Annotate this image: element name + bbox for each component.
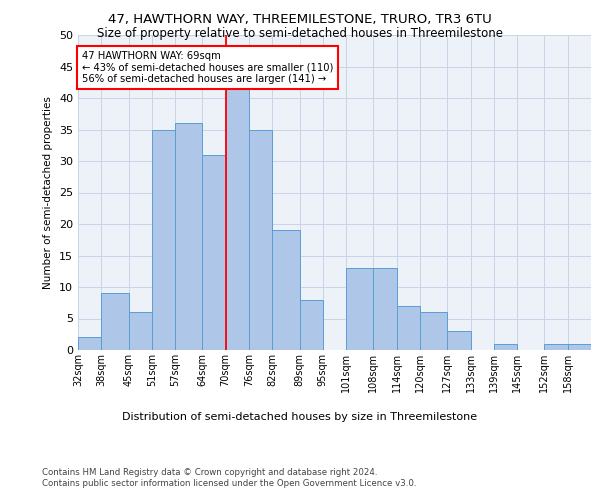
Bar bbox=[249, 130, 272, 350]
Text: Contains HM Land Registry data © Crown copyright and database right 2024.
Contai: Contains HM Land Registry data © Crown c… bbox=[42, 468, 416, 487]
Bar bbox=[101, 294, 128, 350]
Bar bbox=[373, 268, 397, 350]
Bar bbox=[175, 123, 202, 350]
Text: 47, HAWTHORN WAY, THREEMILESTONE, TRURO, TR3 6TU: 47, HAWTHORN WAY, THREEMILESTONE, TRURO,… bbox=[108, 12, 492, 26]
Bar bbox=[299, 300, 323, 350]
Bar bbox=[544, 344, 568, 350]
Bar bbox=[226, 86, 249, 350]
Text: Distribution of semi-detached houses by size in Threemilestone: Distribution of semi-detached houses by … bbox=[122, 412, 478, 422]
Bar bbox=[128, 312, 152, 350]
Bar bbox=[420, 312, 447, 350]
Bar bbox=[272, 230, 299, 350]
Bar bbox=[152, 130, 175, 350]
Bar bbox=[568, 344, 591, 350]
Text: Size of property relative to semi-detached houses in Threemilestone: Size of property relative to semi-detach… bbox=[97, 28, 503, 40]
Text: 47 HAWTHORN WAY: 69sqm
← 43% of semi-detached houses are smaller (110)
56% of se: 47 HAWTHORN WAY: 69sqm ← 43% of semi-det… bbox=[82, 51, 333, 84]
Bar bbox=[346, 268, 373, 350]
Bar bbox=[202, 154, 226, 350]
Bar bbox=[447, 331, 470, 350]
Bar bbox=[397, 306, 420, 350]
Bar bbox=[494, 344, 517, 350]
Bar bbox=[78, 338, 101, 350]
Y-axis label: Number of semi-detached properties: Number of semi-detached properties bbox=[43, 96, 53, 289]
